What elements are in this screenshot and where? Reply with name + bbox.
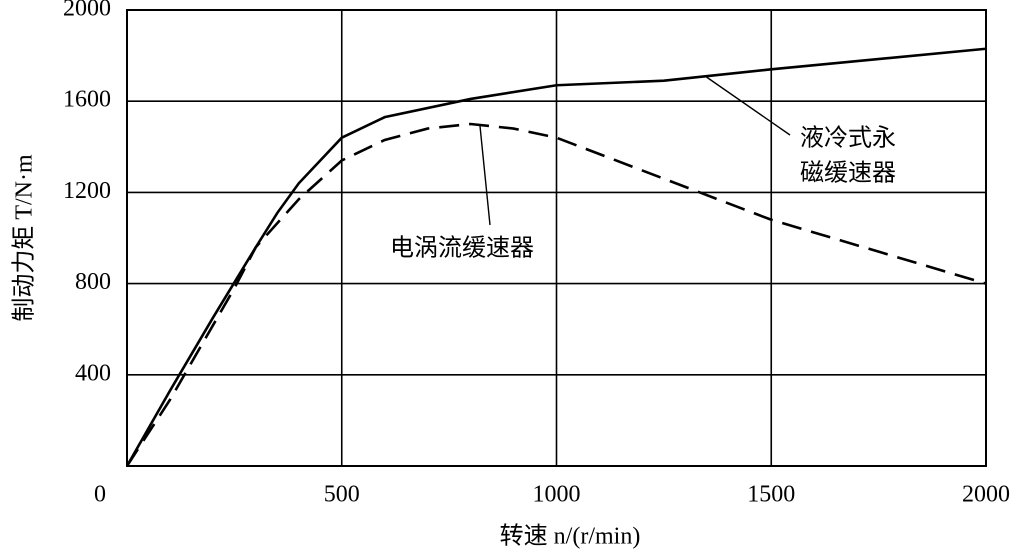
annotation-label: 液冷式永 [800,125,896,152]
y-axis-label: 制动力矩 T/N·m [11,154,38,322]
data-line [125,47,987,467]
data-line [125,122,987,467]
x-axis-label: 转速 n/(r/min) [500,523,641,550]
x-tick-label: 1000 [533,482,581,508]
y-tick-label: 1200 [63,178,111,204]
leader-line [479,125,491,226]
annotation-leaders [479,75,791,226]
x-tick-label: 2000 [962,482,1010,508]
x-tick-label: 1500 [747,482,795,508]
y-tick-label: 800 [75,269,111,295]
annotation-label: 电涡流缓速器 [390,235,534,262]
annotation-label: 磁缓速器 [800,160,896,187]
y-tick-label: 1600 [63,87,111,113]
x-tick-label: 500 [324,482,360,508]
y-tick-label: 400 [75,360,111,386]
x-tick-label: 0 [94,482,106,508]
y-tick-label: 2000 [63,0,111,22]
leader-line [704,75,791,136]
